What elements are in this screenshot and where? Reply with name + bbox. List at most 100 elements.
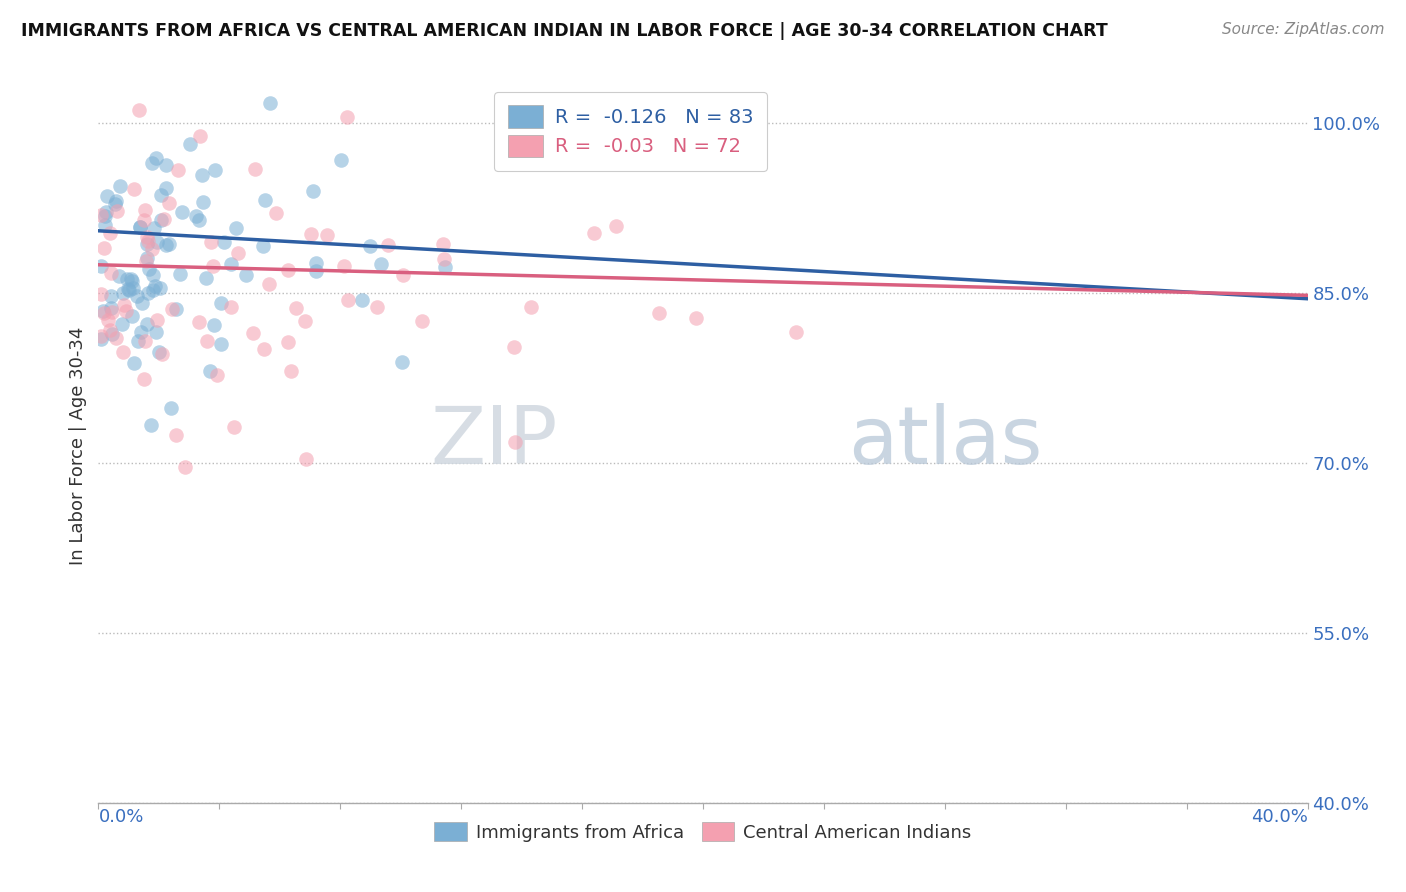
Point — [112, 344, 135, 359]
Point — [111, 286, 134, 301]
Point — [264, 206, 287, 220]
Point — [582, 226, 605, 240]
Point — [132, 212, 155, 227]
Point — [159, 196, 181, 211]
Point — [520, 301, 543, 315]
Point — [605, 219, 627, 233]
Point — [100, 327, 122, 342]
Y-axis label: In Labor Force | Age 30-34: In Labor Force | Age 30-34 — [69, 326, 87, 566]
Point — [104, 331, 127, 345]
Point — [93, 306, 115, 320]
Point — [121, 281, 143, 295]
Point — [141, 243, 163, 257]
Point — [184, 209, 207, 223]
Point — [131, 296, 153, 310]
Point — [108, 269, 131, 284]
Point — [150, 213, 173, 227]
Point — [195, 271, 218, 285]
Point — [94, 204, 117, 219]
Point — [139, 417, 162, 432]
Point — [305, 264, 328, 278]
Point — [648, 306, 671, 320]
Point — [100, 266, 122, 280]
Point — [93, 241, 115, 255]
Point — [132, 372, 155, 386]
Point — [294, 313, 316, 327]
Point — [166, 162, 188, 177]
Point — [200, 364, 222, 378]
Point — [191, 195, 214, 210]
Point — [100, 288, 122, 302]
Point — [280, 364, 302, 378]
Point — [785, 326, 807, 340]
Point — [100, 301, 122, 315]
Point — [136, 285, 159, 300]
Point — [242, 326, 264, 340]
Point — [377, 237, 399, 252]
Point — [94, 209, 117, 223]
Point — [214, 235, 236, 250]
Text: IMMIGRANTS FROM AFRICA VS CENTRAL AMERICAN INDIAN IN LABOR FORCE | AGE 30-34 COR: IMMIGRANTS FROM AFRICA VS CENTRAL AMERIC… — [21, 22, 1108, 40]
Point — [135, 230, 157, 244]
Point — [370, 257, 392, 271]
Point — [253, 342, 276, 356]
Point — [337, 293, 360, 307]
Point — [114, 298, 136, 312]
Point — [259, 95, 281, 110]
Point — [148, 345, 170, 359]
Point — [96, 189, 118, 203]
Point — [129, 220, 152, 235]
Point — [122, 182, 145, 196]
Legend: Immigrants from Africa, Central American Indians: Immigrants from Africa, Central American… — [425, 814, 981, 851]
Point — [173, 460, 195, 475]
Point — [187, 213, 209, 227]
Point — [315, 227, 337, 242]
Point — [155, 158, 177, 172]
Point — [204, 163, 226, 178]
Point — [302, 184, 325, 198]
Point — [145, 325, 167, 339]
Point — [505, 435, 527, 450]
Point — [93, 219, 115, 233]
Point — [135, 237, 157, 252]
Point — [98, 226, 121, 240]
Point — [277, 334, 299, 349]
Point — [165, 301, 187, 316]
Point — [136, 234, 159, 248]
Point — [359, 239, 381, 253]
Point — [117, 282, 139, 296]
Point — [502, 340, 524, 354]
Point — [160, 301, 183, 316]
Point — [252, 239, 274, 253]
Point — [188, 128, 211, 143]
Point — [136, 317, 159, 331]
Point — [165, 428, 187, 442]
Point — [120, 272, 142, 286]
Point — [90, 259, 112, 273]
Point — [222, 420, 245, 434]
Point — [128, 220, 150, 235]
Point — [149, 281, 172, 295]
Point — [219, 301, 242, 315]
Point — [187, 315, 209, 329]
Point — [150, 347, 173, 361]
Text: 0.0%: 0.0% — [98, 808, 143, 827]
Point — [190, 168, 212, 182]
Point — [118, 283, 141, 297]
Text: atlas: atlas — [848, 403, 1042, 482]
Point — [145, 151, 167, 165]
Point — [142, 283, 165, 297]
Point — [105, 194, 128, 209]
Point — [108, 179, 131, 194]
Point — [254, 193, 277, 207]
Point — [432, 237, 454, 252]
Point — [330, 153, 353, 167]
Point — [138, 262, 160, 277]
Point — [294, 451, 316, 466]
Point — [202, 259, 225, 273]
Point — [200, 235, 222, 249]
Point — [90, 329, 112, 343]
Point — [391, 355, 413, 369]
Point — [209, 336, 232, 351]
Point — [121, 274, 143, 288]
